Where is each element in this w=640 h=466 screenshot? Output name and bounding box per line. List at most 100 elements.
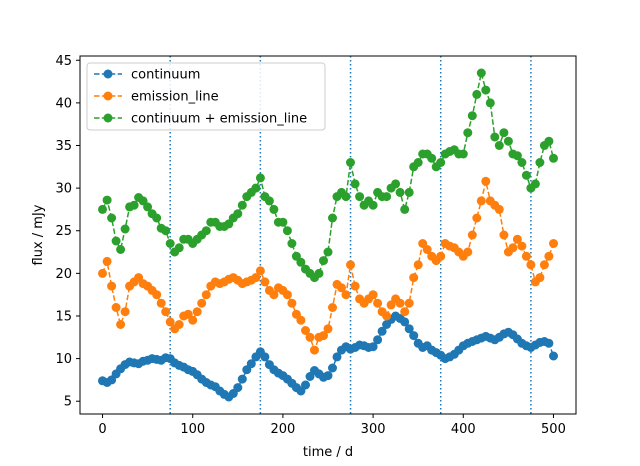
series-2-point xyxy=(129,200,139,210)
series-2-point xyxy=(485,98,495,108)
series-2-point xyxy=(120,224,130,234)
series-1-point xyxy=(526,260,536,270)
series-2-point xyxy=(481,85,491,95)
series-1-point xyxy=(156,298,166,308)
series-1-point xyxy=(422,245,432,254)
series-1-point xyxy=(188,315,198,325)
series-2-point xyxy=(476,68,486,78)
y-tick-label: 35 xyxy=(55,139,72,154)
series-1-point xyxy=(98,268,107,278)
series-2-point xyxy=(233,209,243,219)
series-1-point xyxy=(409,273,419,283)
series-1-point xyxy=(346,260,355,270)
series-1-point xyxy=(341,290,351,300)
series-1-point xyxy=(337,283,346,293)
series-1-point xyxy=(120,307,130,317)
series-1-point xyxy=(305,332,315,342)
y-tick-label: 25 xyxy=(55,224,72,239)
series-2-point xyxy=(404,187,414,197)
series-2-point xyxy=(458,149,468,159)
series-1-point xyxy=(436,251,446,261)
series-1-point xyxy=(463,247,473,257)
series-2-point xyxy=(382,192,392,202)
series-2-point xyxy=(517,158,527,167)
series-1-point xyxy=(152,290,162,300)
series-1-point xyxy=(467,230,477,240)
x-tick-label: 0 xyxy=(98,422,106,437)
series-1-point xyxy=(301,326,310,335)
series-1-point xyxy=(197,298,207,308)
legend-marker-2 xyxy=(103,113,113,123)
series-2-point xyxy=(201,226,211,236)
series-2-point xyxy=(368,200,378,210)
series-1-point xyxy=(512,234,522,244)
legend-label-0: continuum xyxy=(131,68,200,83)
series-2-point xyxy=(395,187,405,197)
series-2-point xyxy=(107,213,117,223)
series-2-point xyxy=(174,243,184,253)
series-1-point xyxy=(116,320,126,329)
x-axis-label: time / d xyxy=(303,445,353,460)
series-1-point xyxy=(382,311,392,321)
series-1-point xyxy=(287,298,297,308)
y-axis-label: flux / mJy xyxy=(31,204,46,265)
series-1-point xyxy=(395,298,405,308)
x-tick-label: 500 xyxy=(541,422,566,437)
series-0-point xyxy=(301,380,310,390)
series-0-point xyxy=(332,352,342,362)
series-2-point xyxy=(512,151,522,161)
axes-frame xyxy=(79,55,577,415)
series-0-point xyxy=(409,331,419,341)
series-1 xyxy=(98,176,558,355)
series-1-point xyxy=(544,251,554,261)
series-0-point xyxy=(260,352,270,362)
series-1-point xyxy=(201,290,211,300)
series-2-point xyxy=(237,200,247,210)
series-0-point xyxy=(544,338,554,348)
series-1-point xyxy=(517,241,527,251)
series-1-point xyxy=(102,256,112,266)
series-2-point xyxy=(143,202,153,212)
series-1-point xyxy=(539,260,549,270)
series-2-point xyxy=(323,247,333,257)
series-0-point xyxy=(328,363,337,373)
series-1-point xyxy=(296,315,306,325)
series-1-point xyxy=(494,204,504,214)
series-2-point xyxy=(494,141,504,150)
series-2-point xyxy=(328,213,337,223)
series-2-point xyxy=(436,158,446,167)
series-2-point xyxy=(472,89,482,99)
series-2-point xyxy=(350,179,360,189)
legend-marker-1 xyxy=(103,91,113,101)
x-tick-label: 100 xyxy=(180,422,205,437)
series-2-point xyxy=(116,245,126,254)
series-2-point xyxy=(391,179,401,189)
series-1-point xyxy=(549,239,558,248)
x-tick-label: 200 xyxy=(270,422,295,437)
series-2-point xyxy=(287,239,297,248)
series-2-point xyxy=(490,132,500,142)
x-tick-label: 300 xyxy=(361,422,386,437)
series-1-point xyxy=(282,290,292,300)
series-1-point xyxy=(319,331,328,341)
series-1-point xyxy=(323,324,333,334)
series-0-point xyxy=(323,371,333,381)
series-2-point xyxy=(98,204,107,214)
series-0-point xyxy=(233,383,243,393)
series-2-point xyxy=(413,158,423,167)
series-2-point xyxy=(319,256,328,266)
series-2-point xyxy=(161,226,171,236)
series-2-point xyxy=(549,153,558,163)
x-tick-label: 400 xyxy=(451,422,476,437)
series-2-point xyxy=(355,192,365,202)
series-1-point xyxy=(107,281,117,291)
y-tick-label: 45 xyxy=(55,54,72,69)
y-tick-label: 15 xyxy=(55,309,72,324)
series-2-point xyxy=(255,173,265,183)
legend-label-2: continuum + emission_line xyxy=(131,112,307,127)
series-2-point xyxy=(314,268,324,278)
series-2-point xyxy=(152,213,162,223)
series-1-point xyxy=(472,213,482,223)
series-2-point xyxy=(521,170,531,180)
